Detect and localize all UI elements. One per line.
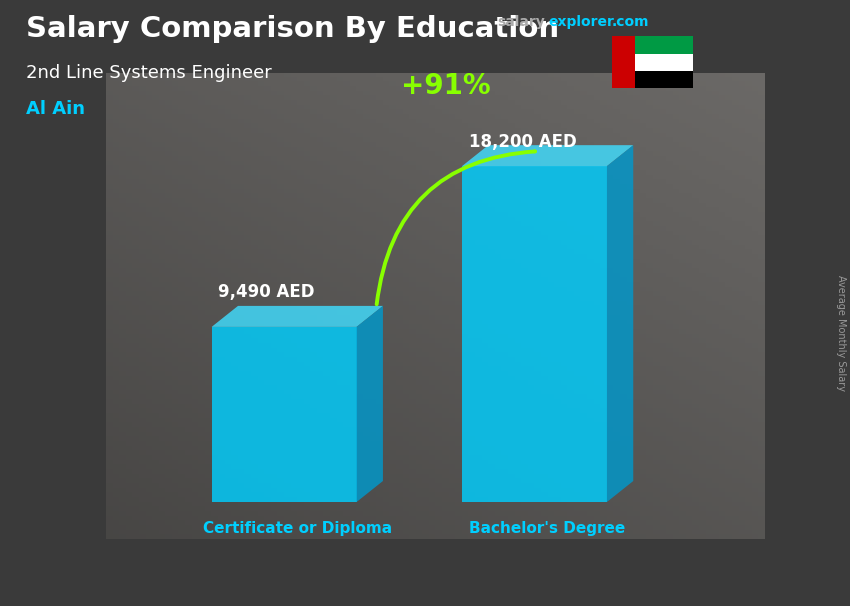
Bar xyxy=(612,36,635,88)
Polygon shape xyxy=(607,145,633,502)
Polygon shape xyxy=(212,306,382,327)
FancyArrowPatch shape xyxy=(377,152,535,304)
Text: Al Ain: Al Ain xyxy=(26,100,84,118)
Text: Bachelor's Degree: Bachelor's Degree xyxy=(469,521,626,536)
Bar xyxy=(612,36,693,53)
Text: explorer: explorer xyxy=(548,15,614,29)
Polygon shape xyxy=(212,327,357,502)
Text: Salary Comparison By Education: Salary Comparison By Education xyxy=(26,15,558,43)
Polygon shape xyxy=(462,145,633,166)
Bar xyxy=(612,53,693,71)
Bar xyxy=(612,71,693,88)
Polygon shape xyxy=(357,306,382,502)
Text: 18,200 AED: 18,200 AED xyxy=(468,133,576,152)
Text: 9,490 AED: 9,490 AED xyxy=(218,283,314,301)
Text: salary: salary xyxy=(497,15,545,29)
Text: .com: .com xyxy=(612,15,649,29)
Text: Average Monthly Salary: Average Monthly Salary xyxy=(836,275,846,391)
Text: Certificate or Diploma: Certificate or Diploma xyxy=(203,521,392,536)
Text: +91%: +91% xyxy=(400,72,490,99)
Polygon shape xyxy=(462,166,607,502)
Text: 2nd Line Systems Engineer: 2nd Line Systems Engineer xyxy=(26,64,271,82)
